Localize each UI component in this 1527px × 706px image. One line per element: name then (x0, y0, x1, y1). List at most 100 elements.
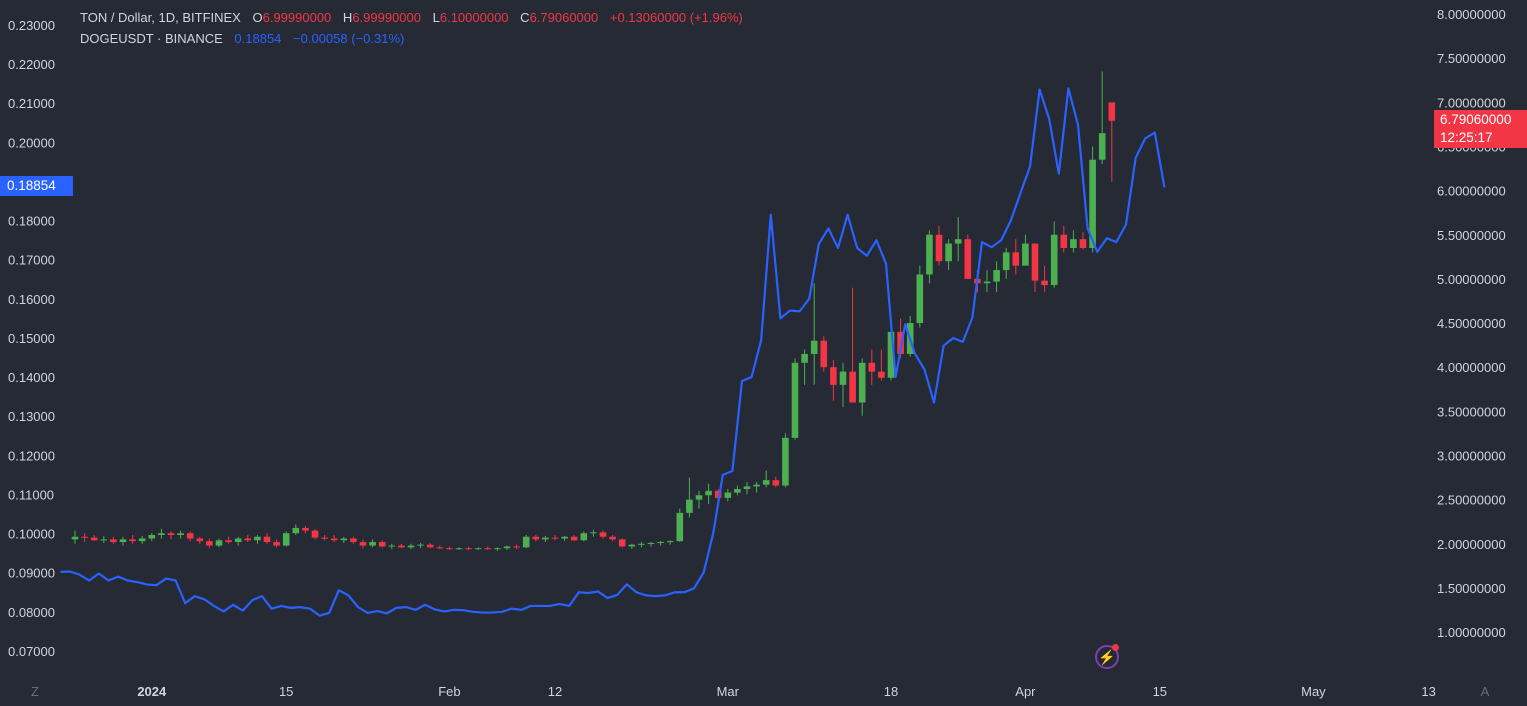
candle-body (119, 539, 127, 543)
right-axis-tick: 3.50000000 (1437, 404, 1506, 419)
time-axis-label: 18 (884, 684, 898, 699)
candle-body (887, 331, 895, 378)
ton-candle (119, 536, 127, 546)
ton-candles (71, 71, 1116, 551)
candle-body (820, 340, 828, 368)
candle-body (830, 367, 837, 385)
ton-candle (1022, 234, 1029, 266)
legend-symbol: TON / Dollar, 1D, BITFINEX (80, 10, 241, 25)
left-axis-tick: 0.22000 (8, 57, 55, 72)
ton-candle (244, 534, 252, 543)
legend-main-row[interactable]: TON / Dollar, 1D, BITFINEX O6.99990000 H… (80, 7, 743, 28)
candle-body (618, 539, 626, 547)
ton-candle (993, 261, 1000, 293)
time-axis[interactable]: Z 2024 15 Feb 12 Mar 18 Apr 15 May 13 A (31, 684, 1490, 699)
legend-close-label: C (520, 10, 530, 25)
left-axis-tick: 0.15000 (8, 331, 55, 346)
ton-candle (417, 542, 424, 549)
legend-change: +0.13060000 (+1.96%) (609, 10, 743, 25)
candle-body (388, 545, 396, 547)
right-axis-tick: 2.50000000 (1437, 493, 1506, 508)
candle-body (753, 484, 760, 487)
ton-candle (225, 536, 232, 544)
candle-body (858, 362, 866, 403)
candle-body (503, 546, 511, 549)
ton-candle (858, 358, 866, 416)
candle-body (484, 548, 492, 550)
time-axis-label: May (1301, 684, 1326, 699)
ton-candle (1060, 225, 1068, 253)
left-axis-tick: 0.17000 (8, 253, 55, 268)
ton-candle (570, 534, 578, 542)
candle-body (186, 533, 194, 539)
ton-candle (983, 270, 991, 293)
ton-candle (810, 283, 818, 385)
ton-candle (388, 543, 396, 550)
candle-body (446, 548, 453, 550)
ton-candle (1012, 239, 1020, 275)
right-axis-tick: 1.50000000 (1437, 581, 1506, 596)
time-axis-label: Apr (1015, 684, 1036, 699)
ton-candle (311, 529, 319, 540)
ton-candle (743, 481, 751, 495)
ton-candle (1089, 146, 1096, 253)
time-axis-label: 15 (1153, 684, 1167, 699)
candle-body (570, 536, 578, 541)
time-axis-label: 2024 (137, 684, 167, 699)
ton-candle (935, 225, 943, 266)
ton-candle (503, 545, 511, 550)
legend-high-value: 6.99990000 (352, 10, 421, 25)
ton-candle (484, 546, 492, 550)
legend-open-label: O (252, 10, 263, 25)
ton-candle (638, 542, 645, 548)
left-axis-tick: 0.16000 (8, 292, 55, 307)
ton-candle (734, 485, 741, 496)
candle-body (561, 536, 568, 539)
ton-candle (705, 483, 712, 505)
left-axis-tick: 0.12000 (8, 448, 55, 463)
candle-body (398, 545, 405, 548)
candle-body (378, 542, 386, 547)
candle-body (686, 499, 693, 513)
candle-body (762, 480, 770, 485)
legend-overlay-row[interactable]: DOGEUSDT · BINANCE 0.18854 −0.00058 (−0.… (80, 28, 743, 49)
right-axis-tick: 4.50000000 (1437, 316, 1506, 331)
ton-candle (110, 536, 117, 544)
candle-body (878, 371, 885, 378)
candle-body (321, 537, 328, 539)
legend-low-label: L (432, 10, 440, 25)
ton-candle (916, 265, 924, 328)
candle-body (647, 542, 655, 544)
ton-candle (302, 526, 309, 534)
ton-candle (580, 531, 588, 542)
candle-body (302, 527, 309, 531)
candle-body (292, 527, 300, 534)
candle-body (522, 536, 530, 548)
candle-body (676, 512, 684, 542)
left-price-axis[interactable]: 0.230000.220000.210000.200000.190000.180… (8, 18, 55, 659)
candle-body (954, 239, 962, 244)
candle-body (110, 539, 117, 543)
candle-body (1022, 243, 1029, 266)
right-axis-tick: 4.00000000 (1437, 360, 1506, 375)
ton-candle (263, 533, 271, 544)
candle-body (90, 537, 98, 541)
lightning-icon[interactable]: ⚡ (1095, 645, 1119, 669)
candle-body (100, 539, 108, 541)
ton-candle (695, 490, 703, 509)
candle-body (657, 542, 664, 544)
candle-body (359, 542, 367, 546)
notification-dot-icon (1112, 644, 1119, 651)
ton-candle (455, 547, 463, 550)
left-axis-tick: 0.10000 (8, 527, 55, 542)
candle-body (417, 544, 424, 546)
right-axis-tick: 7.50000000 (1437, 51, 1506, 66)
ton-candle (551, 534, 559, 541)
ton-candle (167, 531, 175, 540)
candle-body (897, 331, 904, 354)
time-axis-label: A (1481, 684, 1490, 699)
ton-candle (407, 543, 415, 550)
right-price-axis[interactable]: 8.000000007.500000007.000000006.50000000… (1437, 7, 1506, 640)
candle-body (1041, 280, 1048, 286)
